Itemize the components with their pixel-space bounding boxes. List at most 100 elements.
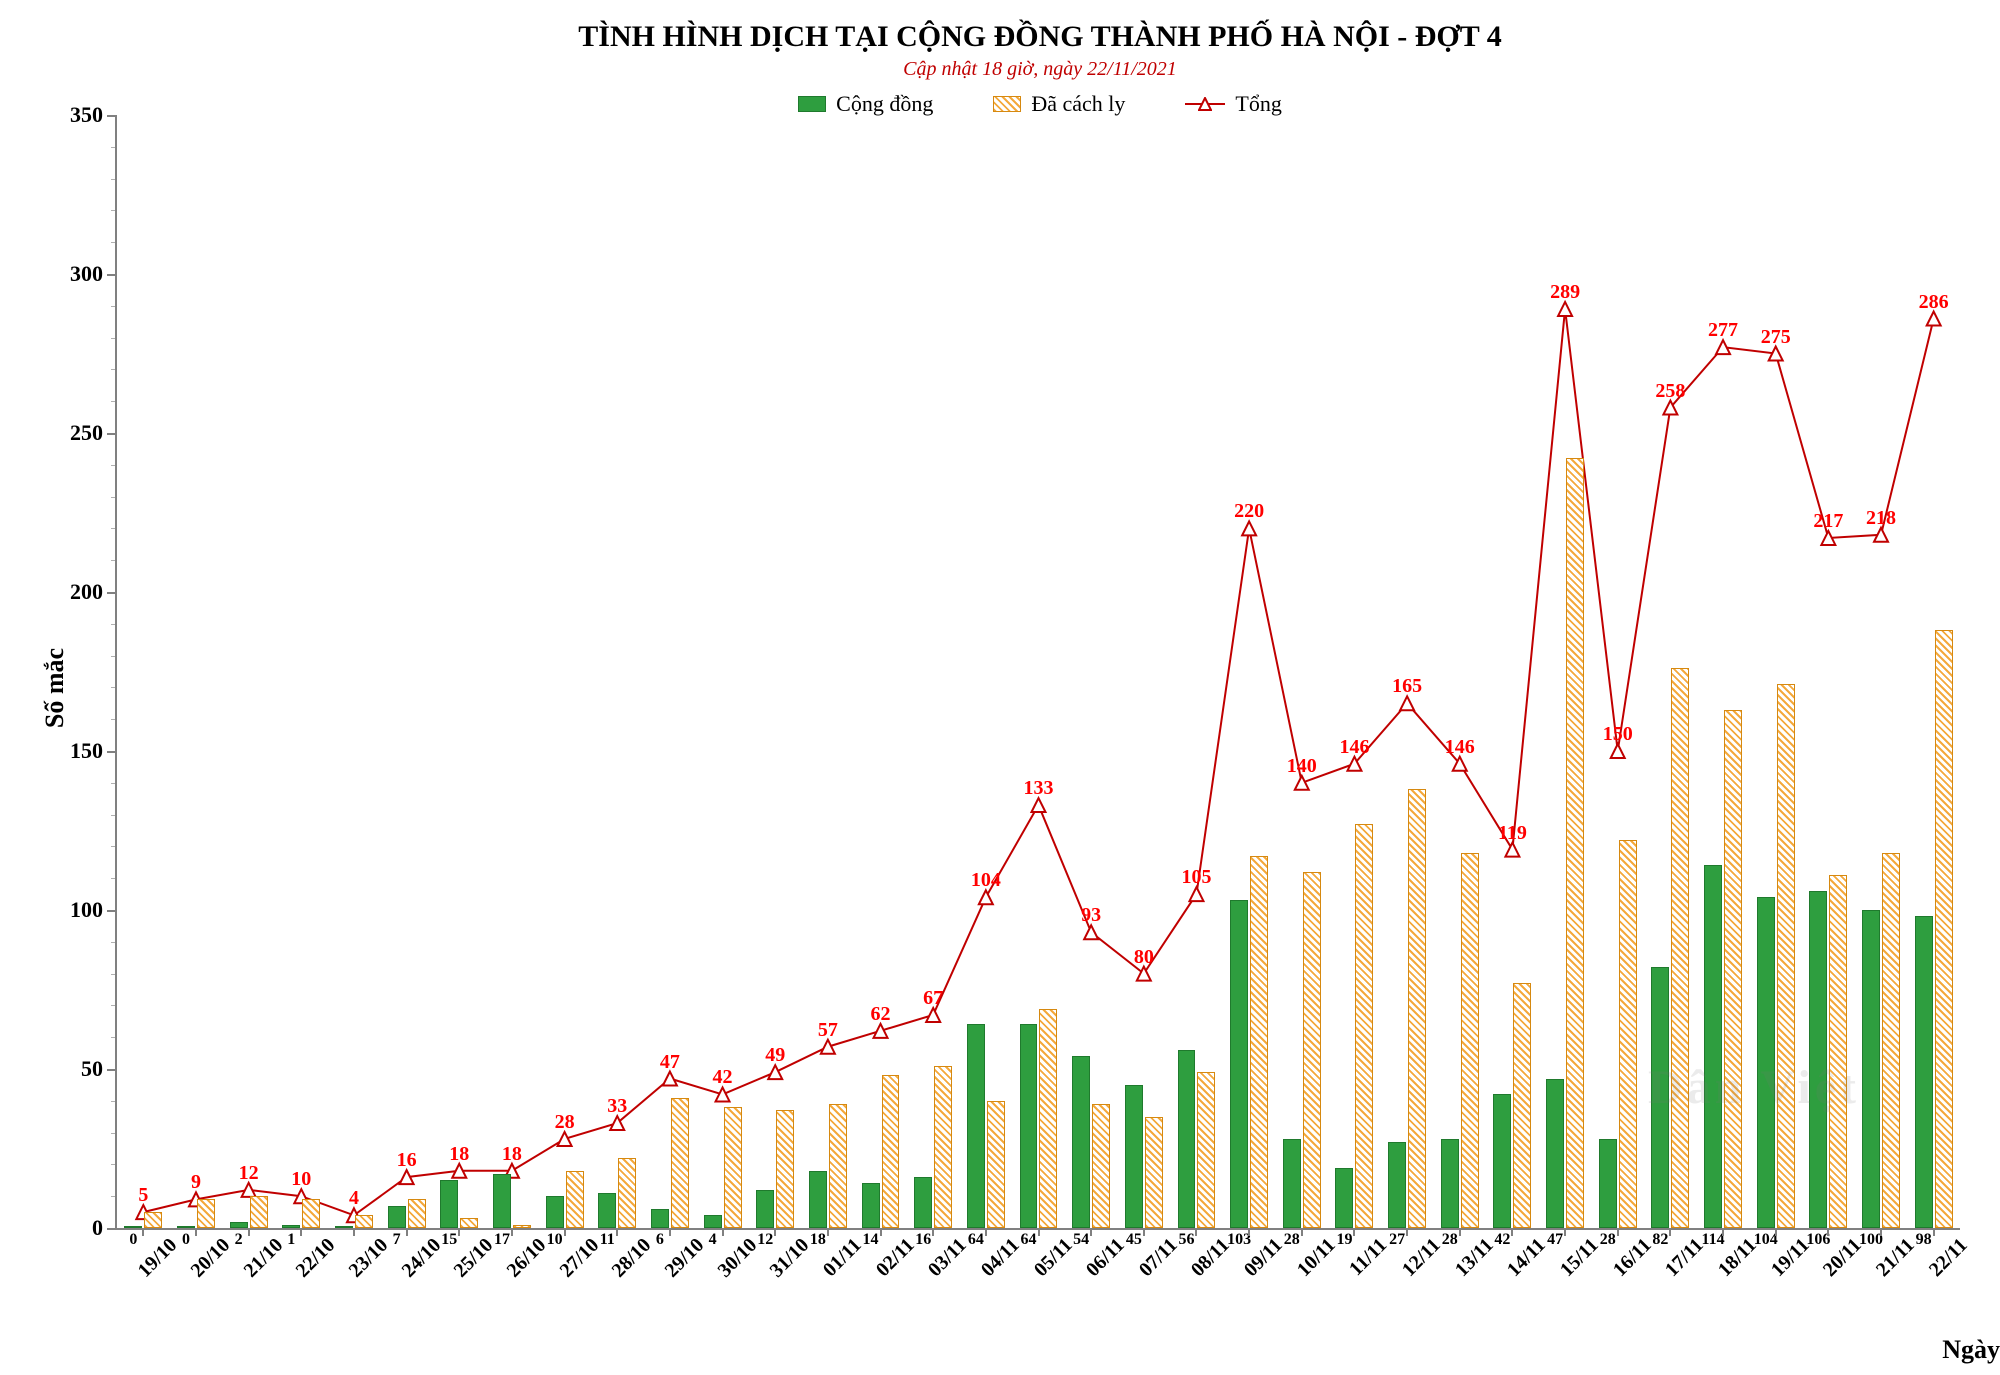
y-tick — [107, 1069, 115, 1071]
x-tick — [195, 1228, 197, 1236]
y-tick-minor — [111, 942, 115, 943]
tong-value-label: 18 — [502, 1143, 522, 1166]
bar-group: 54 — [1072, 1056, 1110, 1228]
tong-value-label: 28 — [555, 1111, 575, 1134]
x-tick — [1353, 1228, 1355, 1236]
tong-value-label: 277 — [1708, 319, 1738, 342]
tong-marker — [1189, 887, 1203, 901]
bar-da-cach-ly — [197, 1199, 215, 1228]
y-tick-label: 200 — [70, 579, 103, 605]
bar-value-label: 64 — [1021, 1231, 1037, 1249]
tong-value-label: 57 — [818, 1019, 838, 1042]
x-tick — [774, 1228, 776, 1236]
bar-cong-dong: 45 — [1125, 1085, 1143, 1228]
bar-cong-dong: 7 — [388, 1206, 406, 1228]
bar-value-label: 0 — [182, 1231, 190, 1249]
bar-value-label: 18 — [810, 1231, 826, 1249]
tong-value-label: 119 — [1498, 822, 1527, 845]
bar-cong-dong: 103 — [1230, 900, 1248, 1228]
tong-marker — [1137, 967, 1151, 981]
tong-marker — [1927, 312, 1941, 326]
tong-marker — [821, 1040, 835, 1054]
y-tick — [107, 751, 115, 753]
x-tick — [564, 1228, 566, 1236]
y-tick-minor — [111, 1164, 115, 1165]
bar-da-cach-ly — [1408, 789, 1426, 1228]
bar-group: 28 — [1441, 853, 1479, 1228]
y-tick-label: 350 — [70, 102, 103, 128]
y-tick-minor — [111, 719, 115, 720]
y-tick-minor — [111, 1037, 115, 1038]
x-tick — [985, 1228, 987, 1236]
bar-value-label: 4 — [709, 1231, 717, 1249]
bar-da-cach-ly — [1671, 668, 1689, 1228]
bar-value-label: 98 — [1916, 1231, 1932, 1249]
bar-group: 2 — [230, 1196, 268, 1228]
y-tick-minor — [111, 401, 115, 402]
bar-value-label: 45 — [1126, 1231, 1142, 1249]
bar-group: 64 — [967, 1024, 1005, 1228]
tong-value-label: 150 — [1603, 723, 1633, 746]
y-tick-minor — [111, 560, 115, 561]
legend-marker-tong — [1198, 97, 1212, 111]
tong-value-label: 4 — [349, 1187, 359, 1210]
tong-marker — [1032, 798, 1046, 812]
tong-marker — [400, 1170, 414, 1184]
y-tick-minor — [111, 974, 115, 975]
bar-group: 98 — [1915, 630, 1953, 1228]
bar-group: 103 — [1230, 856, 1268, 1228]
tong-marker — [1453, 757, 1467, 771]
y-tick-minor — [111, 1101, 115, 1102]
bar-group: 4 — [704, 1107, 742, 1228]
bar-value-label: 54 — [1073, 1231, 1089, 1249]
y-tick-minor — [111, 1133, 115, 1134]
bar-value-label: 28 — [1600, 1231, 1616, 1249]
y-tick-label: 250 — [70, 420, 103, 446]
bar-da-cach-ly — [987, 1101, 1005, 1228]
bar-cong-dong: 2 — [230, 1222, 248, 1228]
x-tick — [1617, 1228, 1619, 1236]
bar-value-label: 56 — [1178, 1231, 1194, 1249]
bar-group — [335, 1215, 373, 1228]
x-tick — [1827, 1228, 1829, 1236]
bar-da-cach-ly — [1092, 1104, 1110, 1228]
tong-marker — [610, 1116, 624, 1130]
bar-value-label: 14 — [863, 1231, 879, 1249]
bar-value-label: 7 — [393, 1231, 401, 1249]
x-tick — [1933, 1228, 1935, 1236]
bar-group: 100 — [1862, 853, 1900, 1228]
bar-value-label: 1 — [287, 1231, 295, 1249]
bar-da-cach-ly — [1039, 1009, 1057, 1228]
bar-da-cach-ly — [882, 1075, 900, 1228]
tong-marker — [1347, 757, 1361, 771]
bar-da-cach-ly — [1145, 1117, 1163, 1228]
bar-group: 106 — [1809, 875, 1847, 1228]
x-tick-label: 11/11 — [1345, 1234, 1392, 1281]
bar-cong-dong: 17 — [493, 1174, 511, 1228]
tong-marker — [452, 1164, 466, 1178]
bar-da-cach-ly — [1513, 983, 1531, 1228]
bar-value-label: 42 — [1494, 1231, 1510, 1249]
y-tick-minor — [111, 878, 115, 879]
bar-group: 16 — [914, 1066, 952, 1228]
tong-marker — [1611, 744, 1625, 758]
bar-group: 12 — [756, 1110, 794, 1228]
x-tick — [1301, 1228, 1303, 1236]
tong-marker — [1821, 531, 1835, 545]
x-tick — [300, 1228, 302, 1236]
bar-group: 11 — [598, 1158, 636, 1228]
tong-value-label: 105 — [1181, 866, 1211, 889]
tong-marker — [874, 1024, 888, 1038]
tong-value-label: 47 — [660, 1051, 680, 1074]
bar-cong-dong: 14 — [862, 1183, 880, 1228]
x-tick — [1406, 1228, 1408, 1236]
bar-group: 28 — [1599, 840, 1637, 1228]
y-tick — [107, 910, 115, 912]
watermark: Dân Việt — [1648, 1060, 1860, 1115]
y-tick-minor — [111, 815, 115, 816]
x-tick — [248, 1228, 250, 1236]
bar-value-label: 17 — [494, 1231, 510, 1249]
bar-value-label: 82 — [1652, 1231, 1668, 1249]
x-tick — [1090, 1228, 1092, 1236]
x-tick — [1511, 1228, 1513, 1236]
